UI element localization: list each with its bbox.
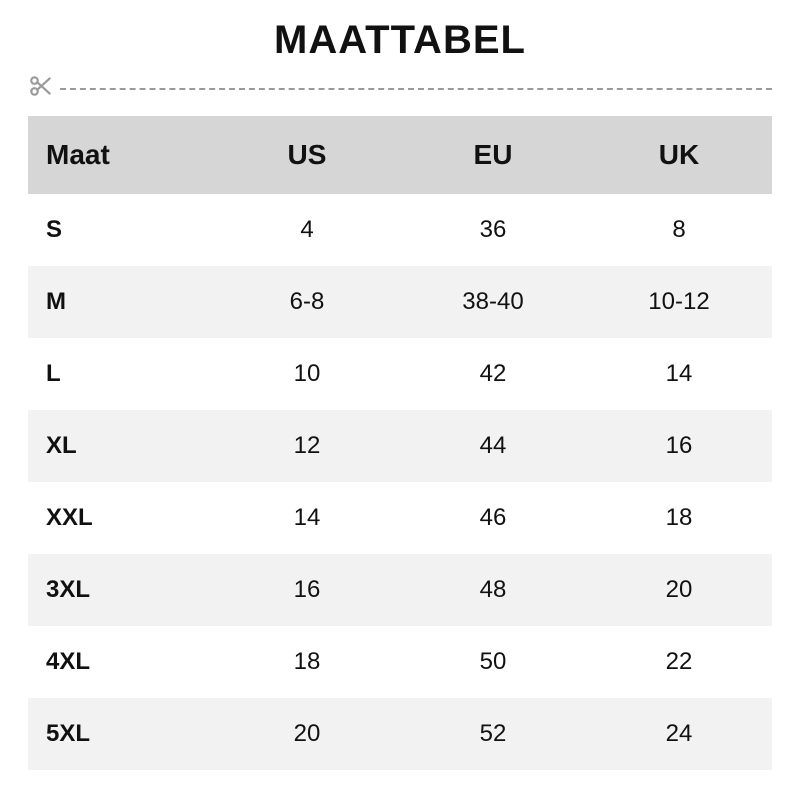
table-cell: XXL [28,482,214,554]
table-header-cell: EU [400,116,586,194]
table-row: XL124416 [28,410,772,482]
table-cell: XL [28,410,214,482]
table-cell: 18 [586,482,772,554]
table-cell: 3XL [28,554,214,626]
table-cell: 42 [400,338,586,410]
table-cell: 10 [214,338,400,410]
table-header-row: MaatUSEUUK [28,116,772,194]
table-cell: M [28,266,214,338]
table-cell: 24 [586,698,772,770]
page-title: MAATTABEL [0,0,800,73]
table-cell: 48 [400,554,586,626]
table-cell: 38-40 [400,266,586,338]
table-row: L104214 [28,338,772,410]
table-cell: 46 [400,482,586,554]
table-cell: S [28,194,214,266]
table-cell: 44 [400,410,586,482]
table-cell: 14 [214,482,400,554]
table-cell: 4XL [28,626,214,698]
table-cell: 18 [214,626,400,698]
table-head: MaatUSEUUK [28,116,772,194]
table-cell: 20 [586,554,772,626]
table-body: S4368M6-838-4010-12L104214XL124416XXL144… [28,194,772,770]
table-cell: 4 [214,194,400,266]
table-cell: L [28,338,214,410]
table-cell: 14 [586,338,772,410]
table-cell: 16 [586,410,772,482]
table-cell: 16 [214,554,400,626]
table-row: 4XL185022 [28,626,772,698]
scissors-icon [28,73,54,104]
table-cell: 6-8 [214,266,400,338]
table-header-cell: UK [586,116,772,194]
table-cell: 10-12 [586,266,772,338]
size-chart-container: MAATTABEL MaatUSEUUK S4368M6-838-4010-12… [0,0,800,770]
table-row: 5XL205224 [28,698,772,770]
table-cell: 50 [400,626,586,698]
table-row: M6-838-4010-12 [28,266,772,338]
size-table: MaatUSEUUK S4368M6-838-4010-12L104214XL1… [28,116,772,770]
table-cell: 36 [400,194,586,266]
table-cell: 52 [400,698,586,770]
table-cell: 8 [586,194,772,266]
table-header-cell: US [214,116,400,194]
table-row: XXL144618 [28,482,772,554]
table-cell: 22 [586,626,772,698]
table-row: 3XL164820 [28,554,772,626]
dashed-line [60,88,772,90]
table-cell: 20 [214,698,400,770]
table-row: S4368 [28,194,772,266]
table-cell: 12 [214,410,400,482]
table-cell: 5XL [28,698,214,770]
table-header-cell: Maat [28,116,214,194]
divider-row [0,73,800,116]
